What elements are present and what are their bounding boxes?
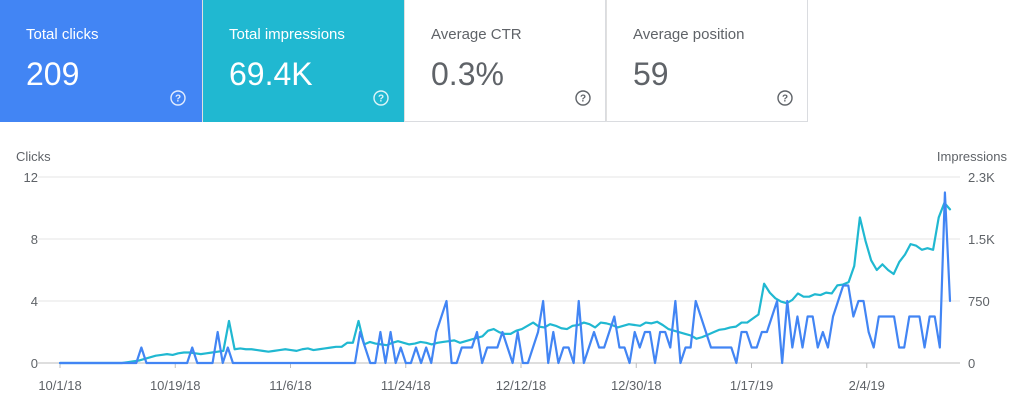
metric-cards: Total clicks 209 ? Total impressions 69.… xyxy=(0,0,810,122)
x-tick-label: 1/17/19 xyxy=(730,378,773,393)
impressions-tick-label: 0 xyxy=(968,356,975,371)
average-ctr-value: 0.3% xyxy=(431,56,504,92)
clicks-tick-label: 8 xyxy=(31,232,38,247)
help-icon[interactable]: ? xyxy=(170,90,186,106)
x-tick-label: 11/24/18 xyxy=(381,378,431,393)
impressions-series-line xyxy=(58,201,952,365)
total-clicks-card[interactable]: Total clicks 209 ? xyxy=(0,0,202,122)
total-impressions-value: 69.4K xyxy=(229,56,313,92)
impressions-tick-label: 750 xyxy=(968,294,990,309)
gridlines xyxy=(38,176,960,364)
average-position-card[interactable]: Average position 59 ? xyxy=(606,0,808,122)
performance-chart[interactable]: Clicks Impressions 0 0 4 750 8 1.5K 12 2.3K 10/1… xyxy=(0,140,1024,420)
x-tick-label: 2/4/19 xyxy=(849,378,885,393)
impressions-axis-title: Impressions xyxy=(937,149,1008,164)
total-impressions-card[interactable]: Total impressions 69.4K ? xyxy=(202,0,404,122)
series-lines xyxy=(58,191,952,365)
clicks-tick-label: 4 xyxy=(31,294,38,309)
x-tick-label: 10/1/18 xyxy=(38,378,81,393)
impressions-tick-label: 1.5K xyxy=(968,232,995,247)
total-clicks-value: 209 xyxy=(26,56,80,92)
axis-ticks: 0 0 4 750 8 1.5K 12 2.3K 10/1/18 10/19/18 11/6/18 1… xyxy=(24,170,996,393)
x-tick-label: 11/6/18 xyxy=(269,378,311,393)
clicks-series-line xyxy=(58,191,952,365)
help-icon[interactable]: ? xyxy=(373,90,389,106)
x-tick-label: 12/12/18 xyxy=(496,378,547,393)
total-impressions-label: Total impressions xyxy=(229,26,345,43)
svg-text:?: ? xyxy=(580,94,586,105)
average-ctr-label: Average CTR xyxy=(431,26,522,43)
clicks-axis-title: Clicks xyxy=(16,149,51,164)
x-tick-label: 10/19/18 xyxy=(150,378,201,393)
help-icon[interactable]: ? xyxy=(777,90,793,106)
average-position-label: Average position xyxy=(633,26,745,43)
total-clicks-label: Total clicks xyxy=(26,26,99,43)
impressions-tick-label: 2.3K xyxy=(968,170,995,185)
x-tick-label: 12/30/18 xyxy=(611,378,662,393)
average-ctr-card[interactable]: Average CTR 0.3% ? xyxy=(404,0,606,122)
svg-text:?: ? xyxy=(175,94,181,105)
help-icon[interactable]: ? xyxy=(575,90,591,106)
clicks-tick-label: 12 xyxy=(24,170,38,185)
svg-text:?: ? xyxy=(378,94,384,105)
svg-text:?: ? xyxy=(782,94,788,105)
average-position-value: 59 xyxy=(633,56,669,92)
clicks-tick-label: 0 xyxy=(31,356,38,371)
